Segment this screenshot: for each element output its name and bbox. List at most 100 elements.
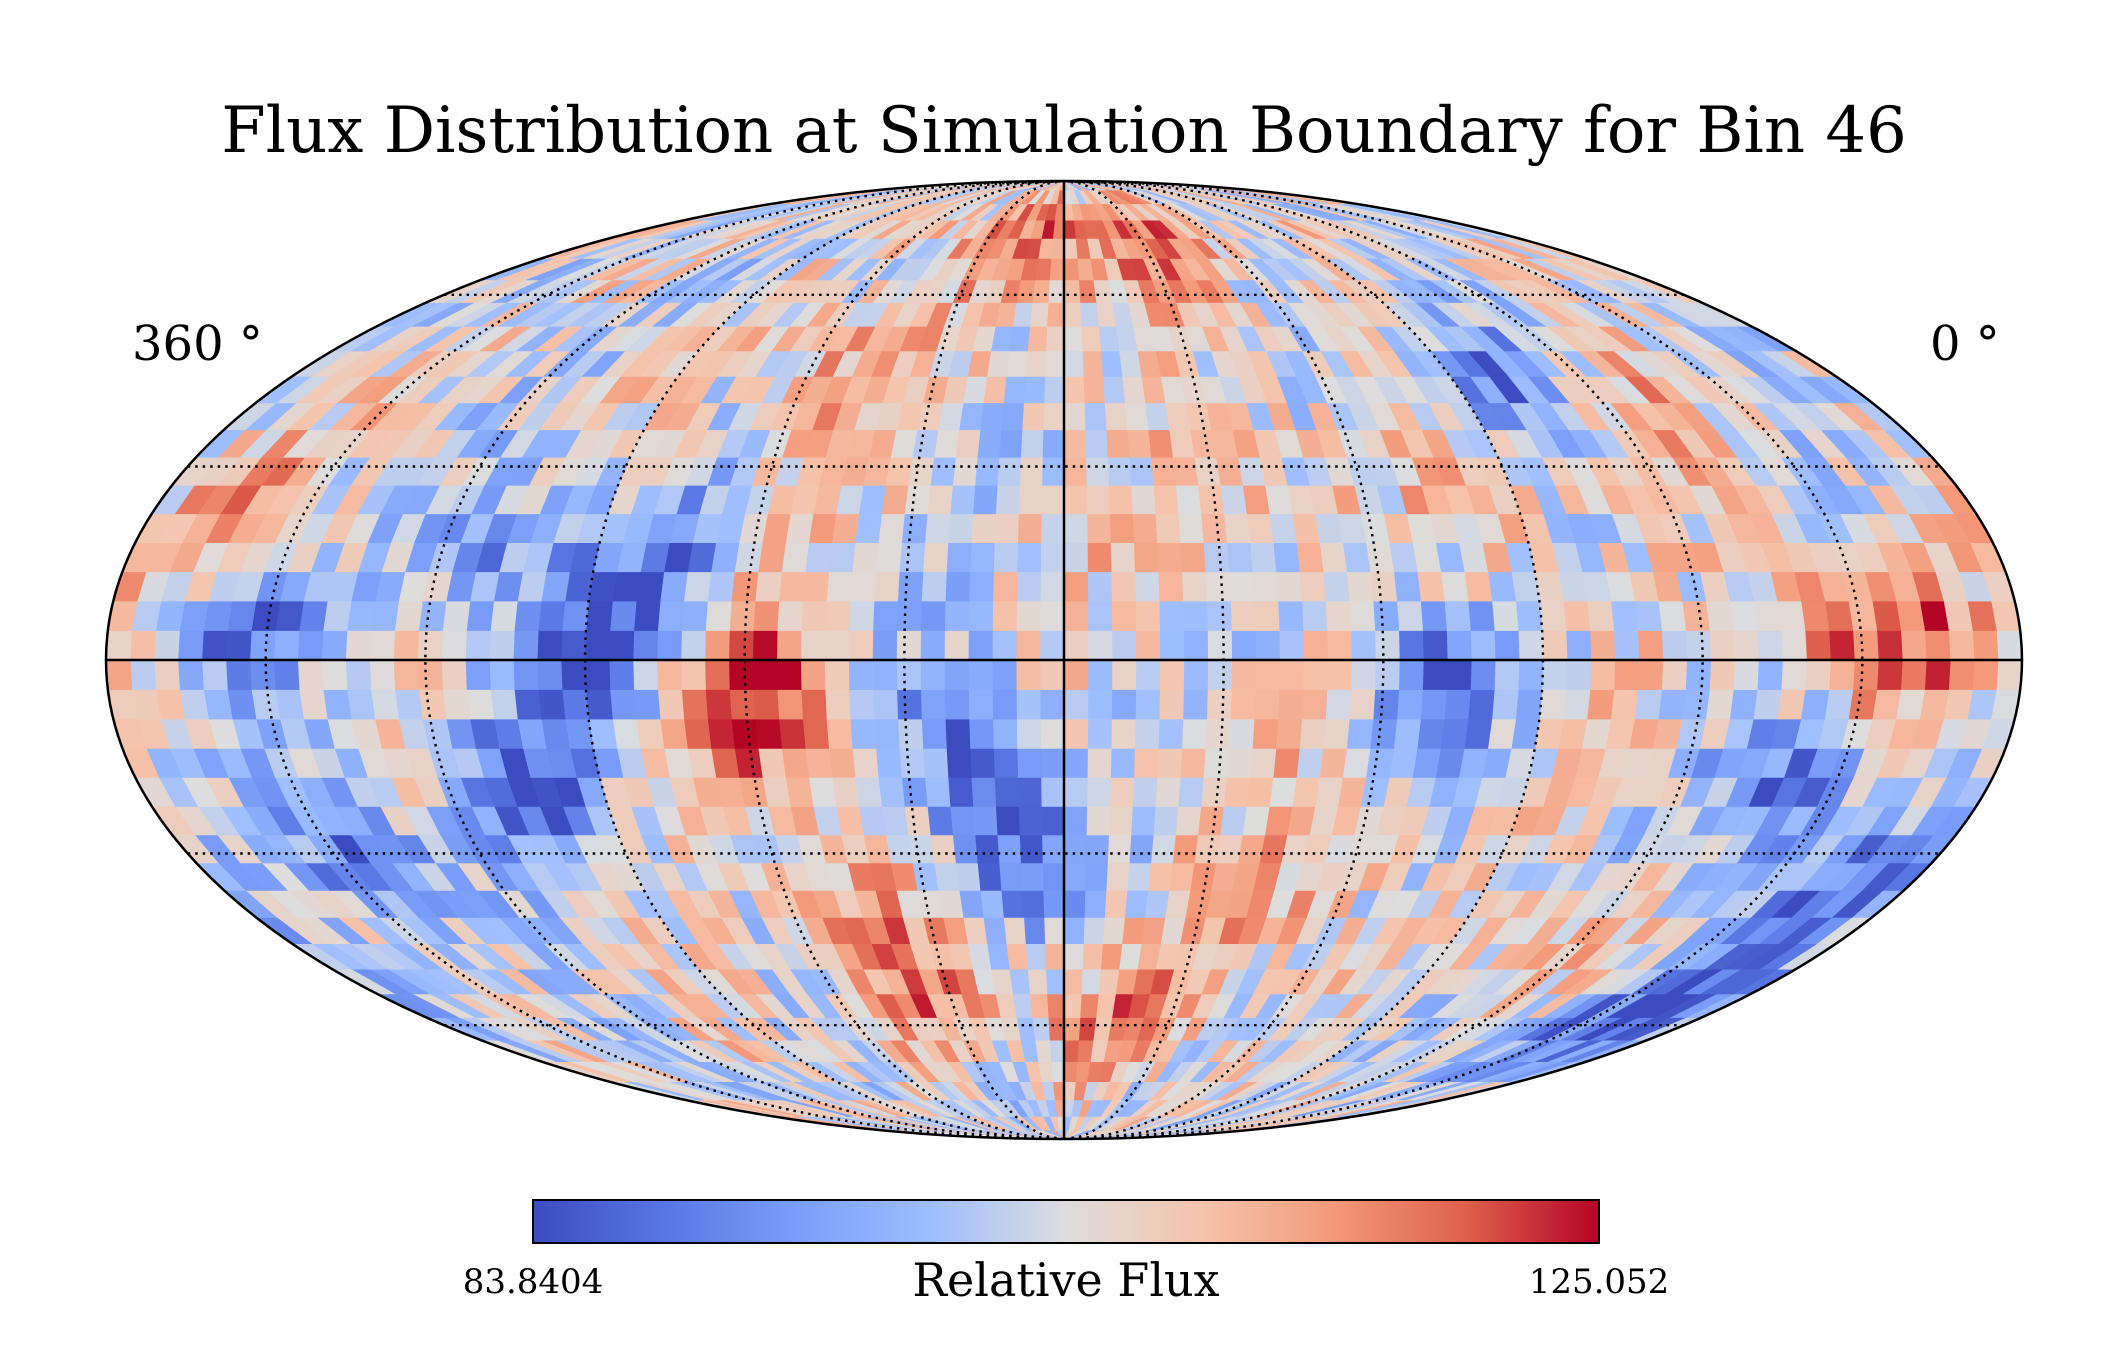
- flux-cell: [1291, 513, 1320, 543]
- flux-cell: [728, 630, 754, 661]
- flux-cell: [1517, 630, 1544, 661]
- flux-cell: [1029, 302, 1049, 327]
- flux-cell: [1995, 659, 2022, 690]
- flux-cell: [1063, 805, 1088, 836]
- flux-cell: [920, 689, 946, 720]
- flux-cell: [201, 630, 228, 661]
- flux-cell: [804, 747, 833, 778]
- flux-cell: [924, 777, 951, 807]
- flux-cell: [1852, 630, 1879, 661]
- flux-cell: [225, 630, 252, 661]
- flux-cell: [947, 513, 974, 543]
- map-outline: [104, 179, 2024, 1141]
- flux-cell: [1900, 659, 1927, 690]
- flux-cell: [1229, 689, 1256, 720]
- flux-cell: [153, 659, 180, 690]
- flux-cell: [1063, 747, 1088, 778]
- flux-cell: [1398, 659, 1424, 690]
- flux-cell: [824, 630, 850, 661]
- flux-cell: [1016, 718, 1041, 749]
- flux-cell: [704, 689, 732, 720]
- flux-cell: [944, 718, 971, 749]
- flux-cell: [1040, 513, 1065, 543]
- flux-cell: [1708, 630, 1736, 661]
- flux-cell: [1215, 456, 1243, 486]
- flux-cell: [416, 630, 443, 661]
- flux-cell: [584, 659, 611, 690]
- chart-title: Flux Distribution at Simulation Boundary…: [221, 94, 1907, 168]
- flux-cell: [1828, 659, 1855, 690]
- flux-cell: [802, 571, 830, 602]
- flux-cell: [1063, 513, 1088, 543]
- flux-cell: [1128, 834, 1154, 864]
- flux-cell: [442, 689, 471, 720]
- flux-cell: [1416, 718, 1445, 749]
- flux-cell: [1063, 325, 1083, 352]
- flux-cell: [1275, 571, 1303, 602]
- flux-cell: [919, 659, 945, 690]
- flux-cell: [1705, 600, 1734, 631]
- flux-cell: [898, 747, 926, 778]
- flux-cell: [177, 630, 204, 661]
- flux-cell: [297, 630, 324, 661]
- flux-cell: [1150, 456, 1176, 486]
- flux-cell: [1200, 513, 1227, 543]
- flux-cell: [1000, 402, 1025, 431]
- flux-cell: [1134, 600, 1161, 631]
- flux-cell: [1705, 689, 1734, 720]
- flux-cell: [1045, 325, 1065, 352]
- flux-cell: [1372, 689, 1400, 720]
- flux-cell: [1076, 1039, 1094, 1062]
- flux-cell: [1565, 630, 1592, 661]
- flux-cell: [974, 834, 1000, 864]
- flux-cell: [1422, 659, 1448, 690]
- flux-cell: [920, 571, 947, 602]
- flux-cell: [1586, 689, 1615, 720]
- flux-cell: [1589, 659, 1616, 690]
- flux-cell: [1948, 659, 1975, 690]
- flux-cell: [1124, 889, 1149, 918]
- flux-cell: [1183, 630, 1209, 661]
- flux-cell: [944, 571, 971, 602]
- flux-cell: [967, 630, 993, 661]
- flux-cell: [1416, 571, 1445, 602]
- flux-cell: [1177, 777, 1204, 807]
- flux-cell: [1365, 542, 1395, 573]
- flux-cell: [955, 429, 981, 458]
- flux-cell: [1131, 513, 1158, 543]
- flux-cell: [1126, 429, 1152, 458]
- flux-cell: [1134, 571, 1160, 602]
- flux-cell: [877, 513, 905, 543]
- flux-cell: [1134, 718, 1160, 749]
- flux-cell: [1350, 659, 1376, 690]
- flux-cell: [1226, 542, 1253, 573]
- flux-cell: [828, 542, 856, 573]
- flux-cell: [1200, 777, 1227, 807]
- flux-cell: [1041, 834, 1065, 864]
- flux-cell: [1657, 689, 1686, 720]
- flux-cell: [1063, 542, 1088, 573]
- flux-cell: [632, 630, 659, 661]
- flux-cell: [1020, 862, 1044, 891]
- flux-cell: [1756, 659, 1783, 690]
- flux-cell: [1219, 484, 1247, 515]
- flux-cell: [513, 600, 542, 631]
- flux-cell: [1562, 600, 1591, 631]
- flux-cell: [1369, 718, 1398, 749]
- flux-cell: [1087, 600, 1113, 631]
- flux-cell: [1110, 571, 1136, 602]
- flux-cell: [345, 630, 372, 661]
- flux-cell: [1041, 862, 1065, 891]
- flux-cell: [1206, 630, 1233, 661]
- flux-cell: [611, 571, 641, 602]
- flux-cell: [1018, 834, 1043, 864]
- flux-cell: [298, 689, 328, 720]
- flux-cell: [1063, 1081, 1076, 1101]
- flux-cell: [1063, 659, 1089, 690]
- flux-cell: [1103, 889, 1128, 918]
- flux-cell: [1168, 429, 1195, 458]
- flux-cell: [1087, 571, 1112, 602]
- flux-cell: [1063, 402, 1086, 431]
- flux-cell: [943, 659, 969, 690]
- flux-cell: [1005, 943, 1028, 970]
